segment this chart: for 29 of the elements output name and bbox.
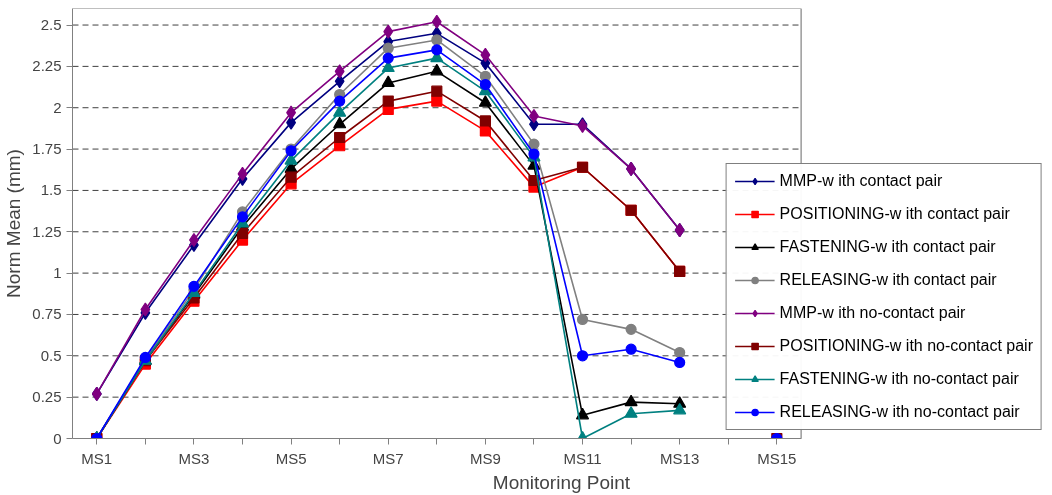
legend-label: MMP-w ith contact pair xyxy=(779,172,943,190)
legend-label: RELEASING-w ith contact pair xyxy=(779,271,997,289)
y-tick-label: 0.5 xyxy=(40,346,62,364)
y-tick-label: 2 xyxy=(53,98,62,116)
y-tick-label: 2.25 xyxy=(32,57,62,75)
legend-label: POSITIONING-w ith contact pair xyxy=(779,205,1010,223)
x-axis-title: Monitoring Point xyxy=(492,471,631,493)
y-tick-label: 0.75 xyxy=(32,305,62,323)
legend-label: FASTENING-w ith contact pair xyxy=(779,238,996,256)
legend-label: RELEASING-w ith no-contact pair xyxy=(779,403,1020,421)
y-tick-label: 0.25 xyxy=(32,388,62,406)
y-axis-title: Norm Mean (mm) xyxy=(3,149,25,298)
legend-label: POSITIONING-w ith no-contact pair xyxy=(779,337,1033,355)
x-tick-label: MS13 xyxy=(660,449,700,467)
x-tick-label: MS7 xyxy=(372,449,404,467)
legend-label: MMP-w ith no-contact pair xyxy=(779,304,966,322)
y-tick-label: 1 xyxy=(53,264,62,282)
x-tick-label: MS1 xyxy=(81,449,113,467)
y-tick-label: 1.25 xyxy=(32,222,62,240)
legend-label: FASTENING-w ith no-contact pair xyxy=(779,370,1019,388)
y-tick-label: 1.75 xyxy=(32,140,62,158)
x-tick-label: MS3 xyxy=(178,449,210,467)
x-tick-label: MS5 xyxy=(275,449,307,467)
x-tick-label: MS11 xyxy=(563,449,602,467)
y-tick-label: 0 xyxy=(53,429,62,447)
y-tick-label: 2.5 xyxy=(40,16,62,34)
x-tick-label: MS9 xyxy=(469,449,501,467)
x-tick-label: MS15 xyxy=(757,449,797,467)
y-tick-label: 1.5 xyxy=(40,181,62,199)
